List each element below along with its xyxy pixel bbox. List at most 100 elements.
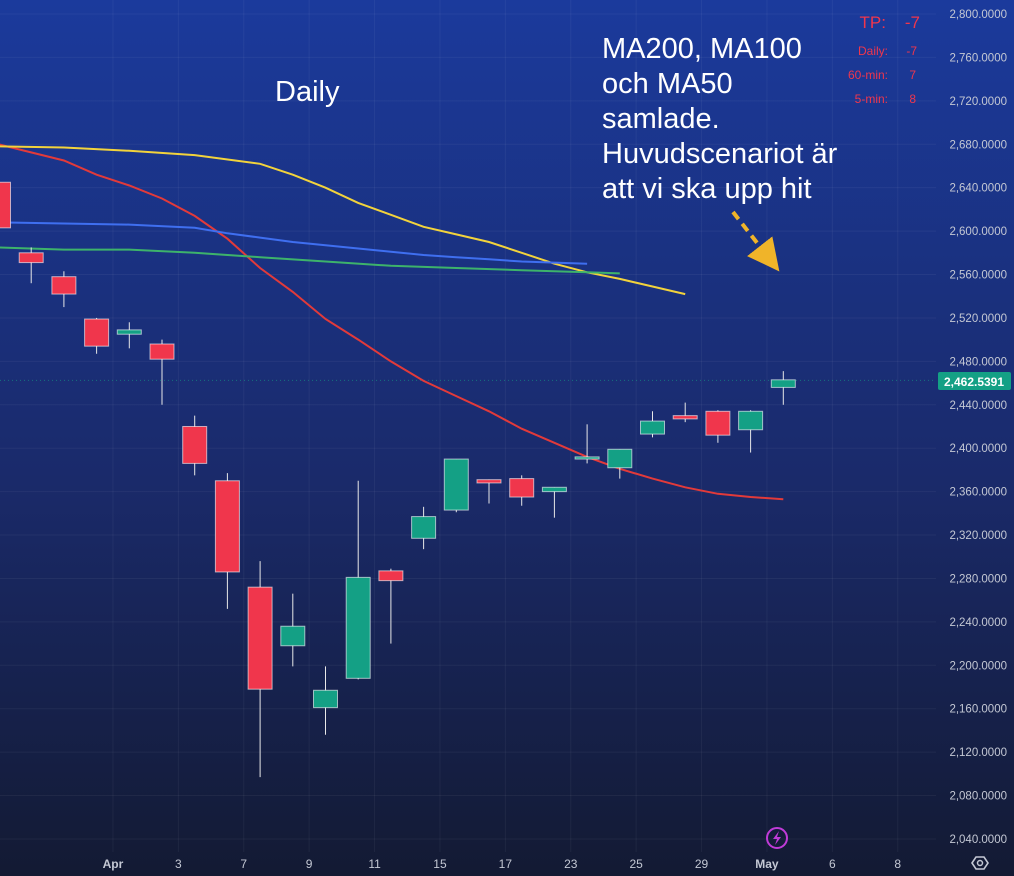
current-price-tag: 2,462.5391 bbox=[938, 372, 1011, 390]
y-tick-label: 2,800.0000 bbox=[949, 9, 1007, 21]
y-tick-label: 2,040.0000 bbox=[949, 834, 1007, 846]
candle bbox=[345, 480, 371, 680]
tp-row-label: Daily: bbox=[858, 44, 888, 58]
x-tick-label: Apr bbox=[103, 857, 124, 871]
candle-body bbox=[214, 480, 240, 573]
y-tick-label: 2,680.0000 bbox=[949, 139, 1007, 151]
annotation: Daily MA200, MA100 och MA50 samlade. Huv… bbox=[275, 33, 838, 272]
y-tick-label: 2,600.0000 bbox=[949, 226, 1007, 238]
candle bbox=[541, 486, 567, 518]
tp-title-label: TP: bbox=[860, 13, 886, 32]
candle-body bbox=[509, 478, 535, 498]
moving-average-line bbox=[0, 143, 784, 501]
timeframe-label: Daily bbox=[275, 76, 340, 108]
tp-panel: TP: -7 Daily: -7 60-min: 7 5-min: 8 bbox=[848, 13, 920, 106]
tp-row-value: -7 bbox=[906, 44, 917, 58]
candle-body bbox=[607, 448, 633, 469]
candle-body bbox=[313, 689, 338, 709]
candle-body bbox=[247, 586, 273, 690]
y-tick-label: 2,400.0000 bbox=[949, 443, 1007, 455]
moving-average-line bbox=[0, 246, 620, 275]
candle bbox=[182, 415, 208, 476]
x-tick-label: 29 bbox=[695, 857, 709, 871]
grid bbox=[0, 379, 936, 381]
x-tick-label: May bbox=[755, 857, 779, 871]
candle-body bbox=[182, 425, 208, 464]
candle-body bbox=[149, 343, 175, 360]
candle bbox=[705, 410, 731, 443]
y-tick-label: 2,120.0000 bbox=[949, 747, 1007, 759]
candle bbox=[116, 322, 142, 349]
y-tick-label: 2,720.0000 bbox=[949, 96, 1007, 108]
candle bbox=[443, 458, 469, 513]
annotation-arrow bbox=[731, 210, 780, 272]
x-tick-label: 23 bbox=[564, 857, 578, 871]
candle bbox=[607, 448, 633, 479]
y-tick-label: 2,200.0000 bbox=[949, 660, 1007, 672]
replay-icon[interactable] bbox=[766, 827, 788, 849]
y-axis: 2,800.0000 2,760.0000 2,720.0000 2,680.0000… bbox=[949, 9, 1007, 846]
x-tick-label: 3 bbox=[175, 857, 182, 871]
tp-row-value: 7 bbox=[909, 68, 916, 82]
annotation-line-3: samlade. bbox=[602, 103, 720, 135]
candle-body bbox=[0, 181, 11, 229]
candle bbox=[672, 402, 698, 423]
candle-body bbox=[770, 379, 796, 388]
tp-title-value: -7 bbox=[905, 13, 920, 32]
candle-body bbox=[51, 276, 77, 295]
candle bbox=[411, 506, 437, 550]
annotation-line-1: MA200, MA100 bbox=[602, 33, 802, 65]
y-tick-label: 2,440.0000 bbox=[949, 400, 1007, 412]
x-tick-label: 11 bbox=[368, 857, 381, 871]
candle-body bbox=[345, 576, 371, 679]
y-tick-label: 2,360.0000 bbox=[949, 487, 1007, 499]
candle bbox=[18, 247, 44, 284]
x-tick-label: 6 bbox=[829, 857, 836, 871]
tp-row-label: 5-min: bbox=[855, 92, 888, 106]
annotation-line-4: Huvudscenariot är bbox=[602, 138, 838, 170]
settings-icon[interactable] bbox=[971, 856, 989, 870]
y-tick-label: 2,160.0000 bbox=[949, 704, 1007, 716]
x-tick-label: 8 bbox=[894, 857, 901, 871]
x-tick-label: 17 bbox=[499, 857, 513, 871]
candles bbox=[0, 181, 796, 778]
candle bbox=[51, 271, 77, 308]
candle bbox=[280, 593, 306, 667]
candle bbox=[313, 666, 338, 735]
y-tick-label: 2,760.0000 bbox=[949, 52, 1007, 64]
candle bbox=[509, 475, 535, 506]
y-tick-label: 2,280.0000 bbox=[949, 573, 1007, 585]
y-tick-label: 2,560.0000 bbox=[949, 270, 1007, 282]
y-tick-label: 2,640.0000 bbox=[949, 183, 1007, 195]
x-tick-label: 25 bbox=[629, 857, 643, 871]
candle bbox=[640, 411, 665, 438]
candle-body bbox=[411, 516, 437, 539]
candle-body bbox=[672, 415, 698, 420]
x-tick-label: 15 bbox=[433, 857, 447, 871]
y-tick-label: 2,520.0000 bbox=[949, 313, 1007, 325]
candle-body bbox=[738, 410, 764, 431]
annotation-line-2: och MA50 bbox=[602, 68, 733, 100]
candle-body bbox=[84, 318, 110, 347]
candle bbox=[378, 568, 404, 644]
candle-body bbox=[705, 410, 731, 436]
candle bbox=[770, 371, 796, 405]
candle-body bbox=[541, 486, 567, 493]
moving-averages bbox=[0, 143, 784, 501]
annotation-line-5: att vi ska upp hit bbox=[602, 173, 812, 205]
current-price-box bbox=[938, 372, 1011, 390]
candle bbox=[0, 181, 11, 229]
candle-body bbox=[476, 479, 502, 484]
tp-row-label: 60-min: bbox=[848, 68, 888, 82]
candle bbox=[214, 473, 240, 609]
candle-body bbox=[640, 420, 665, 435]
y-tick-label: 2,480.0000 bbox=[949, 356, 1007, 368]
candle-body bbox=[116, 329, 142, 335]
candle bbox=[84, 317, 110, 354]
tp-row-value: 8 bbox=[909, 92, 916, 106]
candle bbox=[574, 424, 600, 464]
x-axis: 27Apr379111517232529May68 bbox=[103, 857, 902, 871]
current-price-label: 2,462.5391 bbox=[944, 375, 1004, 389]
